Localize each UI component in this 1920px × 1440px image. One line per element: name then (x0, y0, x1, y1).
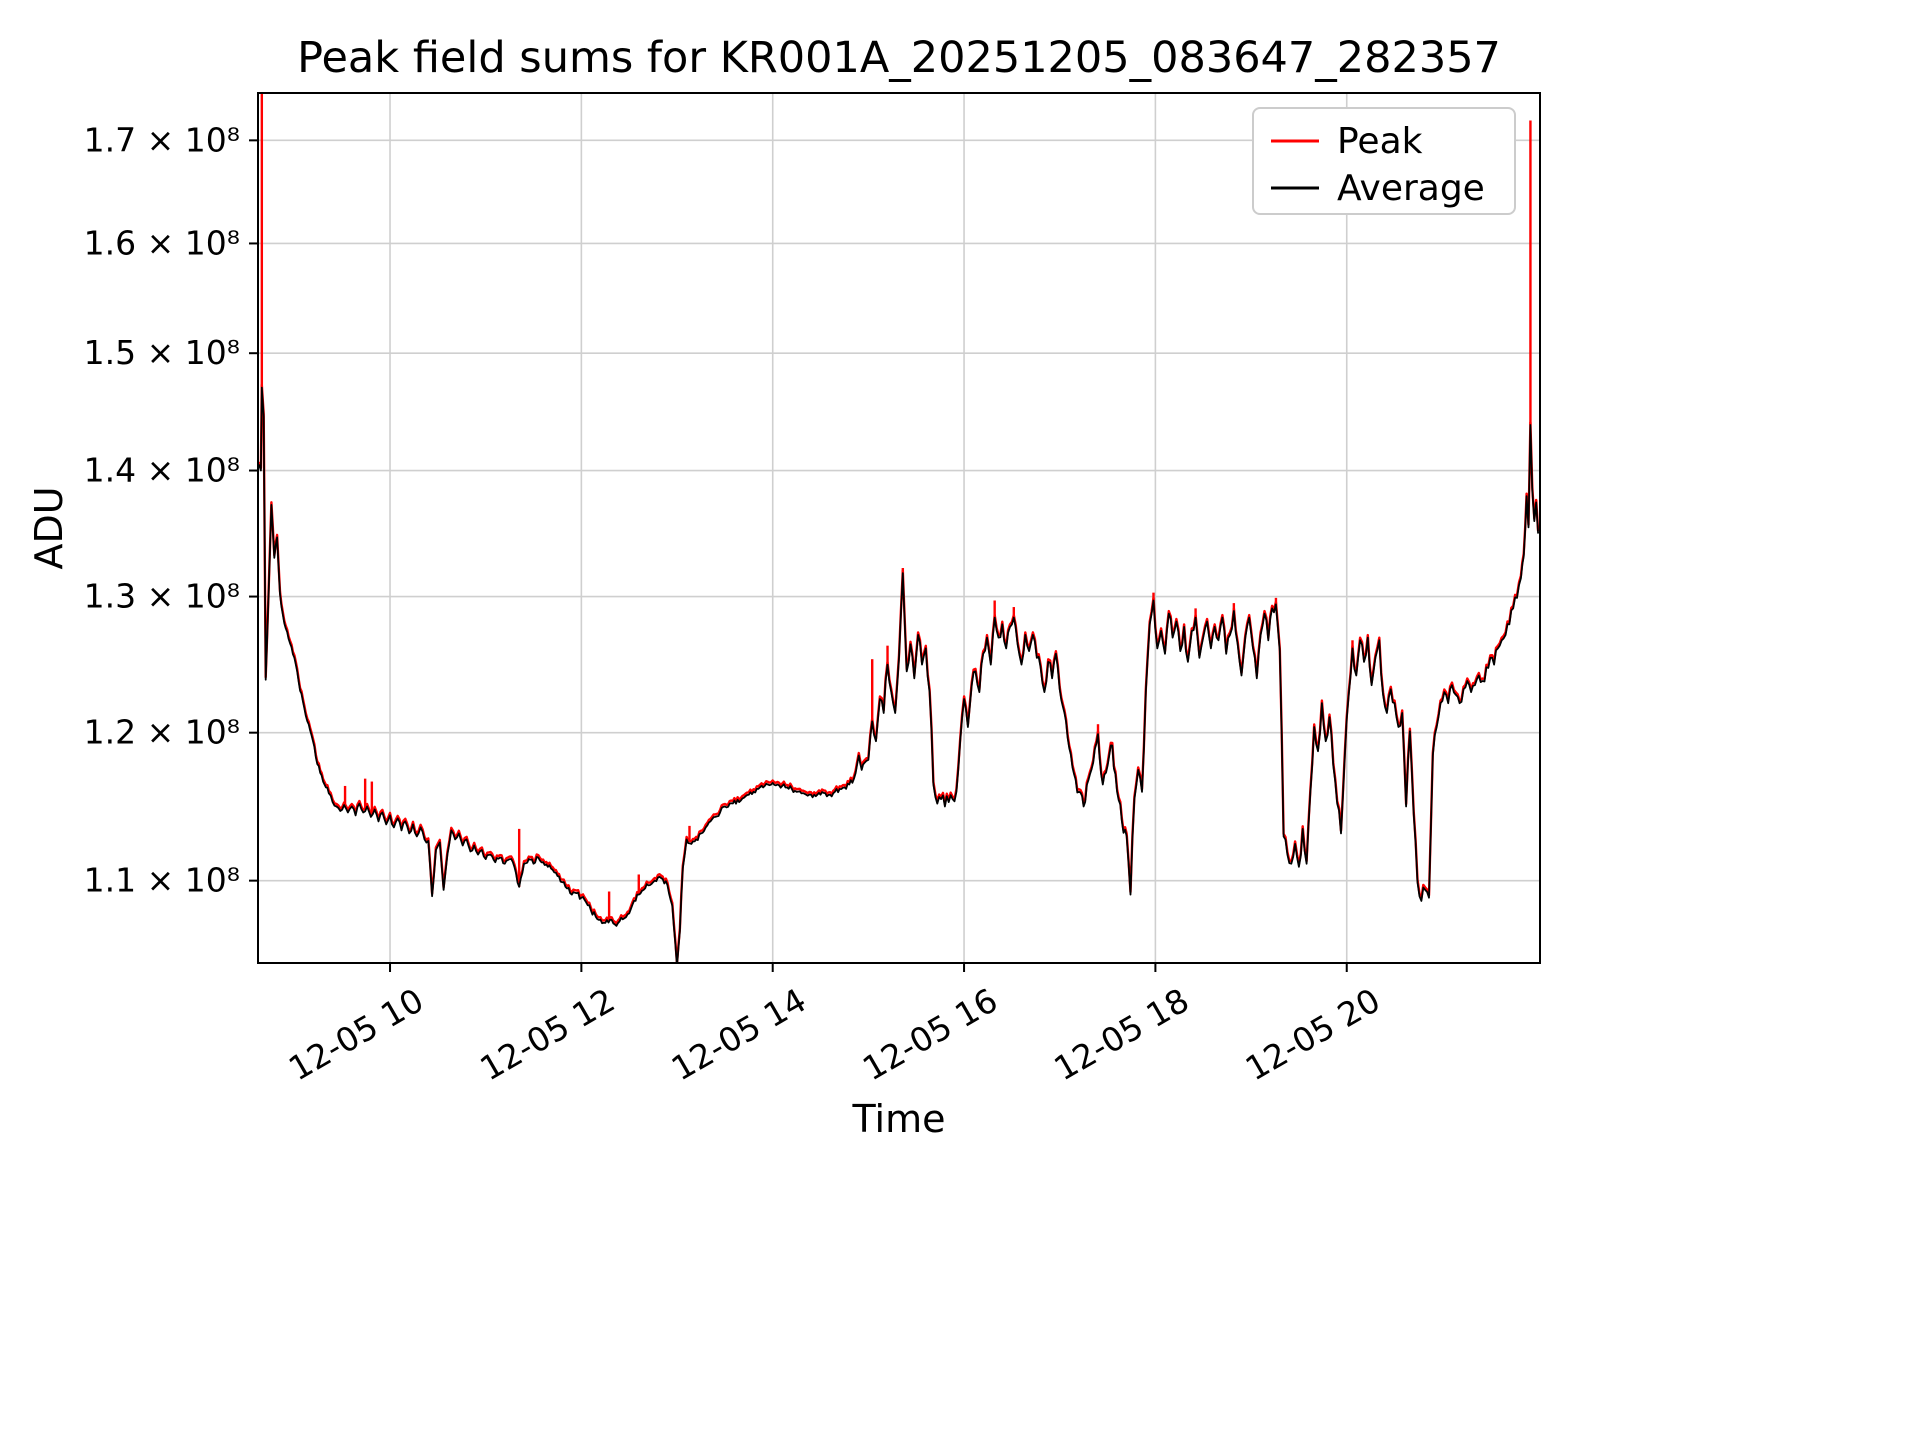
y-tick-label: 1.1 × 10⁸ (84, 861, 240, 900)
y-tick-label: 1.6 × 10⁸ (84, 223, 240, 262)
axes-spines (257, 92, 1541, 964)
chart-title: Peak field sums for KR001A_20251205_0836… (297, 33, 1501, 83)
tick-marks (249, 139, 1348, 972)
x-tick-label: 12-05 18 (1047, 980, 1195, 1088)
tick-labels: 1.1 × 10⁸ 1.2 × 10⁸ 1.3 × 10⁸ 1.4 × 10⁸ 1.5 … (84, 120, 1387, 1088)
legend-average-label: Average (1337, 168, 1485, 209)
y-tick-label: 1.3 × 10⁸ (84, 577, 240, 616)
y-tick-label: 1.7 × 10⁸ (84, 120, 240, 159)
y-axis-label: ADU (27, 486, 71, 569)
x-tick-label: 12-05 10 (282, 980, 430, 1088)
y-tick-label: 1.4 × 10⁸ (84, 451, 240, 490)
x-tick-label: 12-05 12 (473, 980, 621, 1088)
y-tick-label: 1.5 × 10⁸ (84, 333, 240, 372)
grid (258, 93, 1540, 963)
x-axis-label: Time (852, 1097, 946, 1141)
series-lines (258, 93, 1540, 963)
x-tick-label: 12-05 14 (665, 980, 813, 1088)
x-tick-label: 12-05 16 (856, 980, 1004, 1088)
legend: Peak Average (1252, 107, 1516, 215)
x-tick-label: 12-05 20 (1239, 980, 1387, 1088)
average-line (258, 386, 1539, 963)
legend-peak-label: Peak (1337, 121, 1423, 162)
plot-area: 1.1 × 10⁸ 1.2 × 10⁸ 1.3 × 10⁸ 1.4 × 10⁸ 1.5 … (84, 92, 1541, 1088)
y-tick-label: 1.2 × 10⁸ (84, 713, 240, 752)
